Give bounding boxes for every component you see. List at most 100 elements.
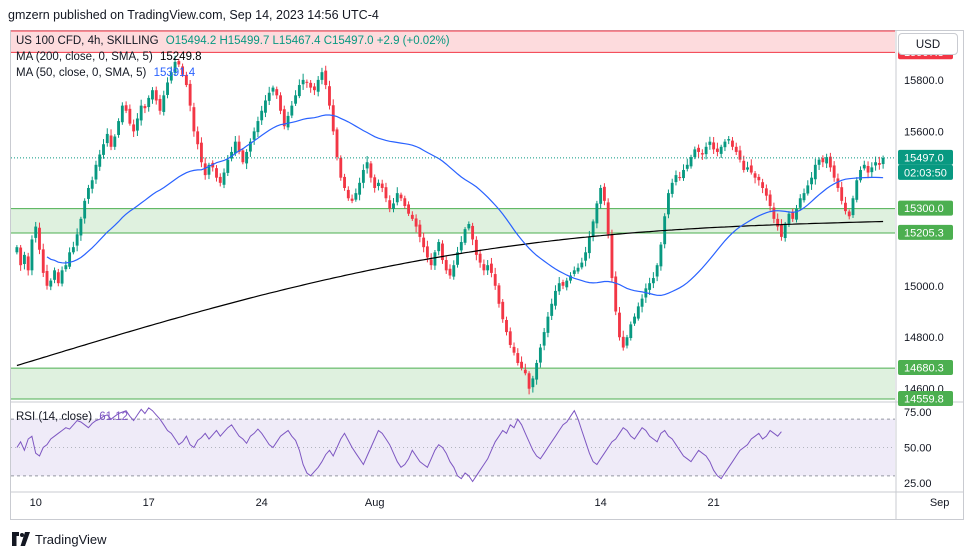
candle-body xyxy=(15,247,19,253)
footer-brand[interactable]: TradingView xyxy=(10,528,107,550)
candle-body xyxy=(761,182,765,188)
candle-body xyxy=(787,213,791,224)
candle-body xyxy=(810,177,813,185)
candle-body xyxy=(757,176,761,181)
candle-body xyxy=(851,198,855,216)
candle-body xyxy=(245,151,249,164)
candle-body xyxy=(704,146,708,155)
candle-body xyxy=(230,151,233,159)
price-badge xyxy=(898,200,953,216)
candle-body xyxy=(806,185,810,194)
candle-body xyxy=(305,81,309,83)
price-badge xyxy=(898,149,953,165)
candle-body xyxy=(264,100,267,113)
candle-body xyxy=(173,61,177,73)
candle-body xyxy=(399,194,403,199)
time-tick-label: 21 xyxy=(708,497,720,509)
candle-body xyxy=(685,164,689,169)
candle-body xyxy=(855,180,859,200)
candle-body xyxy=(456,252,459,265)
candle-body xyxy=(606,202,610,235)
candle-body xyxy=(301,79,305,85)
candle-body xyxy=(373,177,377,188)
candle-body xyxy=(505,319,508,333)
candle-body xyxy=(87,187,90,199)
candle-body xyxy=(648,283,652,290)
candle-body xyxy=(151,90,154,100)
candle-body xyxy=(147,97,151,108)
rsi-tick-label: 75.00 xyxy=(904,407,932,419)
candle-body xyxy=(697,147,701,152)
candle-body xyxy=(512,346,516,353)
candle-body xyxy=(294,95,298,104)
candle-body xyxy=(840,187,844,201)
candle-body xyxy=(569,275,572,281)
candle-body xyxy=(659,244,663,267)
candle-body xyxy=(56,272,60,284)
rsi-line xyxy=(16,407,782,483)
candle-body xyxy=(621,336,625,348)
candle-body xyxy=(791,211,795,219)
legend-rsi-row: RSI (14, close) 61.12 xyxy=(16,409,128,425)
candle-body xyxy=(117,121,121,135)
candle-body xyxy=(75,234,79,246)
candle-body xyxy=(591,221,595,237)
candle-body xyxy=(395,193,399,203)
candle-body xyxy=(783,224,787,239)
legend-symbol: US 100 CFD, 4h, SKILLING xyxy=(16,35,159,47)
candle-body xyxy=(749,165,753,173)
price-tick-label: 15800.0 xyxy=(904,75,944,87)
candle-body xyxy=(463,229,467,243)
price-badge-label: 02:03:50 xyxy=(904,167,947,179)
candle-body xyxy=(459,242,463,251)
time-tick-label: Sep xyxy=(930,497,950,509)
candle-body xyxy=(527,373,531,389)
price-tick-label: 14800.0 xyxy=(904,332,944,344)
time-tick-label: 17 xyxy=(143,497,155,509)
candle-body xyxy=(154,90,158,101)
candle-body xyxy=(207,164,211,175)
ma50-line xyxy=(46,114,884,297)
time-tick-label: 24 xyxy=(256,497,268,509)
time-tick-label: 14 xyxy=(595,497,607,509)
candle-body xyxy=(723,141,727,148)
candle-body xyxy=(328,86,331,106)
candle-body xyxy=(742,160,746,170)
candle-body xyxy=(629,324,633,339)
candle-body xyxy=(71,247,75,253)
candle-body xyxy=(651,278,655,284)
candle-body xyxy=(215,168,218,178)
candle-body xyxy=(859,169,862,181)
candle-body xyxy=(98,154,102,167)
candle-body xyxy=(870,167,874,173)
candle-body xyxy=(132,124,136,132)
candle-body xyxy=(708,141,712,145)
candle-body xyxy=(79,218,83,236)
candle-body xyxy=(105,133,109,144)
candle-body xyxy=(712,142,716,150)
candle-body xyxy=(188,83,192,106)
candle-body xyxy=(64,265,68,270)
candle-body xyxy=(422,237,426,248)
currency-button[interactable]: USD xyxy=(898,33,958,55)
candle-body xyxy=(501,301,505,320)
candle-body xyxy=(452,265,456,277)
candle-body xyxy=(19,247,23,266)
candle-body xyxy=(312,86,316,91)
candle-body xyxy=(433,252,437,266)
candle-body xyxy=(169,72,173,81)
candle-body xyxy=(576,267,580,272)
candle-body xyxy=(738,150,742,160)
candle-body xyxy=(772,207,776,219)
candle-body xyxy=(181,66,185,75)
candle-body xyxy=(309,82,313,88)
candle-body xyxy=(633,316,636,324)
candle-body xyxy=(832,165,836,178)
candle-body xyxy=(813,164,817,180)
candle-body xyxy=(795,208,798,220)
candle-body xyxy=(828,156,832,168)
zone-band-2 xyxy=(11,368,895,399)
footer-brand-text: TradingView xyxy=(35,531,107,547)
legend-ohlc: O15494.2 H15499.7 L15467.4 C15497.0 +2.9… xyxy=(165,35,450,47)
